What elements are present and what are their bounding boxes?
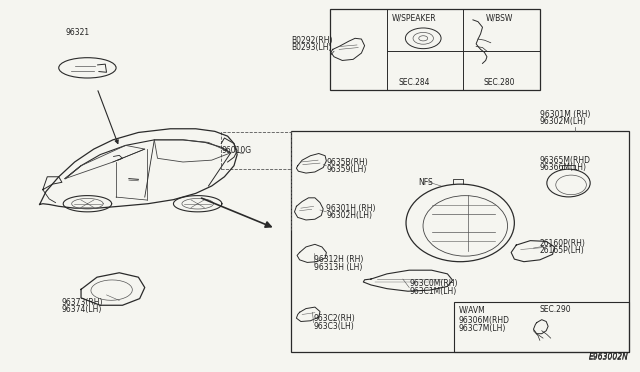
Text: 963C3(LH): 963C3(LH) bbox=[314, 322, 355, 331]
Text: 96301M (RH): 96301M (RH) bbox=[540, 109, 590, 119]
Bar bbox=[291, 131, 629, 352]
Text: 26165P(LH): 26165P(LH) bbox=[540, 246, 584, 255]
Text: 96301H (RH): 96301H (RH) bbox=[326, 203, 376, 213]
Bar bbox=[454, 302, 629, 352]
Text: 963C7M(LH): 963C7M(LH) bbox=[459, 324, 506, 333]
Bar bbox=[330, 9, 540, 90]
Text: 96313H (LH): 96313H (LH) bbox=[314, 263, 362, 272]
Bar bbox=[221, 132, 291, 169]
Text: W/SPEAKER: W/SPEAKER bbox=[392, 13, 436, 22]
Text: W/BSW: W/BSW bbox=[486, 13, 513, 22]
Text: 96373(RH): 96373(RH) bbox=[62, 298, 104, 307]
Text: 96374(LH): 96374(LH) bbox=[62, 305, 102, 314]
Text: 96359(LH): 96359(LH) bbox=[326, 165, 367, 174]
Text: SEC.290: SEC.290 bbox=[540, 305, 572, 314]
Text: E963002N: E963002N bbox=[589, 353, 629, 362]
Text: 96365M(RHD: 96365M(RHD bbox=[540, 155, 591, 165]
Text: E963002N: E963002N bbox=[589, 352, 629, 361]
Text: 96312H (RH): 96312H (RH) bbox=[314, 255, 363, 264]
Text: B0292(RH): B0292(RH) bbox=[291, 36, 333, 45]
Text: SEC.284: SEC.284 bbox=[399, 78, 430, 87]
Text: 963C2(RH): 963C2(RH) bbox=[314, 314, 355, 323]
Text: NFS: NFS bbox=[418, 178, 433, 187]
Text: B0293(LH): B0293(LH) bbox=[291, 43, 332, 52]
Text: 96306M(RHD: 96306M(RHD bbox=[459, 316, 510, 325]
Text: W/AVM: W/AVM bbox=[459, 305, 486, 314]
Text: SEC.280: SEC.280 bbox=[484, 78, 515, 87]
Text: 96366M(LH): 96366M(LH) bbox=[540, 163, 587, 172]
Text: 96302M(LH): 96302M(LH) bbox=[540, 117, 587, 126]
Text: 96321: 96321 bbox=[65, 28, 89, 37]
Text: 26160P(RH): 26160P(RH) bbox=[540, 239, 586, 248]
Text: 96010G: 96010G bbox=[221, 147, 252, 155]
Text: 9635B(RH): 9635B(RH) bbox=[326, 157, 368, 167]
Text: 96302H(LH): 96302H(LH) bbox=[326, 211, 372, 220]
Text: 963C0M(RH): 963C0M(RH) bbox=[409, 279, 458, 288]
Text: 963C1M(LH): 963C1M(LH) bbox=[409, 287, 456, 296]
